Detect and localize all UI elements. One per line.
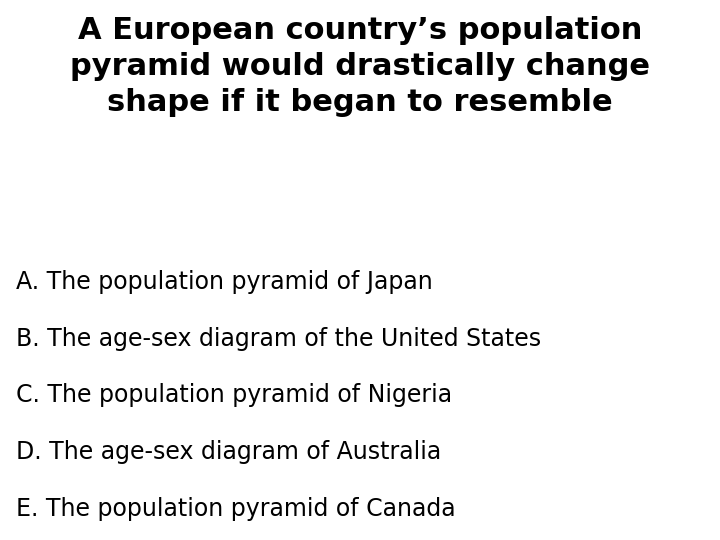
Text: E. The population pyramid of Canada: E. The population pyramid of Canada xyxy=(16,497,456,521)
Text: C. The population pyramid of Nigeria: C. The population pyramid of Nigeria xyxy=(16,383,452,407)
Text: B. The age-sex diagram of the United States: B. The age-sex diagram of the United Sta… xyxy=(16,327,541,350)
Text: A European country’s population
pyramid would drastically change
shape if it beg: A European country’s population pyramid … xyxy=(70,16,650,117)
Text: D. The age-sex diagram of Australia: D. The age-sex diagram of Australia xyxy=(16,440,441,464)
Text: A. The population pyramid of Japan: A. The population pyramid of Japan xyxy=(16,270,433,294)
